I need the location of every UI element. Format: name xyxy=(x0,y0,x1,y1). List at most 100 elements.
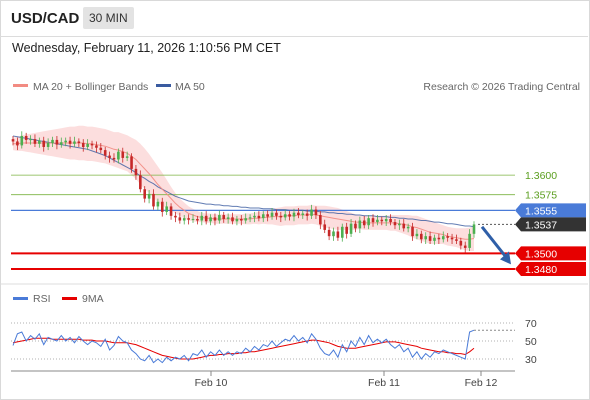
candle-body-63 xyxy=(288,214,291,217)
candle-body-39 xyxy=(182,218,186,221)
candle-body-67 xyxy=(305,213,309,216)
current-level-label-3: 1.3537 xyxy=(525,219,557,231)
candle-body-60 xyxy=(275,212,278,216)
candle-body-69 xyxy=(314,209,318,216)
candle-body-88 xyxy=(398,223,401,226)
candle-body-105 xyxy=(472,224,476,234)
rsi-panel: 70 50 30 xyxy=(11,318,537,366)
candle-body-84 xyxy=(380,219,384,222)
candle-body-18 xyxy=(90,143,94,146)
ma50-legend-label: MA 50 xyxy=(175,81,205,93)
chart-datetime: Wednesday, February 11, 2026 1:10:56 PM … xyxy=(12,41,281,55)
support-label-box-5 xyxy=(515,262,586,277)
candle-body-25 xyxy=(121,151,125,158)
rsi-legend-swatch xyxy=(13,297,28,300)
candle-body-73 xyxy=(332,231,335,237)
candle-body-12 xyxy=(64,140,67,143)
candlesticks xyxy=(11,131,476,253)
candle-body-92 xyxy=(415,233,419,237)
rsi-ma-legend-label: 9MA xyxy=(82,293,104,305)
candle-body-42 xyxy=(196,218,199,221)
candle-body-59 xyxy=(270,212,274,217)
candle-body-49 xyxy=(226,217,230,219)
candle-body-98 xyxy=(441,236,445,240)
candle-body-30 xyxy=(143,189,147,199)
candle-body-65 xyxy=(297,212,300,216)
rsi-legend: RSI 9MA xyxy=(13,293,104,305)
candle-body-81 xyxy=(367,218,370,226)
candle-body-21 xyxy=(103,150,107,156)
resistance-level-label-0: 1.3600 xyxy=(525,170,557,182)
candle-body-5 xyxy=(33,139,37,144)
resistance-level-label-1: 1.3575 xyxy=(525,190,557,202)
candle-body-13 xyxy=(68,140,72,144)
candle-body-90 xyxy=(406,226,410,229)
candle-body-40 xyxy=(187,218,190,220)
main-legend: MA 20 + Bollinger Bands MA 50 Research ©… xyxy=(13,81,580,93)
candle-body-103 xyxy=(463,245,467,248)
candle-body-28 xyxy=(134,168,138,176)
candle-body-78 xyxy=(354,223,357,229)
candle-body-95 xyxy=(428,236,432,241)
candle-body-85 xyxy=(384,218,388,222)
candle-body-47 xyxy=(218,215,221,221)
x-axis: Feb 10 Feb 11 Feb 12 xyxy=(11,370,515,389)
timeframe-badge[interactable]: 30 MIN xyxy=(83,7,134,29)
forecast-arrow xyxy=(480,225,511,265)
price-levels xyxy=(11,174,515,271)
candle-body-29 xyxy=(139,175,142,190)
ma50-legend-swatch xyxy=(156,84,171,87)
candle-body-48 xyxy=(222,215,226,219)
ma20-line xyxy=(13,142,475,240)
candle-body-86 xyxy=(389,218,392,223)
ma50-line xyxy=(12,135,475,228)
candle-body-104 xyxy=(468,233,471,248)
candle-body-26 xyxy=(125,156,129,158)
candle-body-61 xyxy=(279,215,283,218)
candle-body-56 xyxy=(257,215,261,219)
candle-body-87 xyxy=(393,222,397,226)
candle-body-8 xyxy=(46,143,50,147)
candle-body-24 xyxy=(117,151,120,160)
candle-body-91 xyxy=(411,226,414,237)
candle-body-46 xyxy=(213,217,217,221)
candle-body-11 xyxy=(59,142,63,145)
support-level-label-4: 1.3500 xyxy=(525,248,557,260)
candle-body-72 xyxy=(327,229,331,237)
candle-body-99 xyxy=(446,236,449,238)
candle-body-19 xyxy=(95,145,98,148)
candle-body-93 xyxy=(420,233,423,240)
candle-body-75 xyxy=(340,226,344,238)
candle-body-101 xyxy=(455,239,458,241)
candle-body-70 xyxy=(319,215,322,225)
pivot-level-label-2: 1.3555 xyxy=(525,205,557,217)
candle-body-32 xyxy=(152,193,155,207)
candle-body-62 xyxy=(283,214,287,218)
candle-body-97 xyxy=(437,237,441,240)
support-label-box-4 xyxy=(515,246,586,261)
candle-body-17 xyxy=(86,143,89,147)
forecast-arrow-shaft xyxy=(480,225,509,260)
x-tick-label-2: Feb 12 xyxy=(465,377,498,389)
rsi-legend-label: RSI xyxy=(33,293,51,305)
candle-body-33 xyxy=(156,201,160,207)
candle-body-82 xyxy=(371,218,375,223)
rsi-line xyxy=(12,329,475,364)
candle-body-55 xyxy=(253,215,256,218)
candle-body-66 xyxy=(301,213,305,216)
candle-body-0 xyxy=(11,139,15,142)
rsi-tick-label-0: 70 xyxy=(525,318,537,330)
current-label-box-3 xyxy=(515,217,586,232)
candle-body-45 xyxy=(209,217,212,222)
candle-body-36 xyxy=(169,206,173,216)
rsi-tick-label-1: 50 xyxy=(525,336,537,348)
moving-averages xyxy=(12,135,475,240)
candle-body-50 xyxy=(231,217,234,222)
candle-body-20 xyxy=(99,147,103,151)
rsi-ma-line xyxy=(12,337,475,360)
candle-body-100 xyxy=(450,237,454,240)
candle-body-94 xyxy=(424,236,428,240)
currency-pair: USD/CAD xyxy=(11,10,80,27)
